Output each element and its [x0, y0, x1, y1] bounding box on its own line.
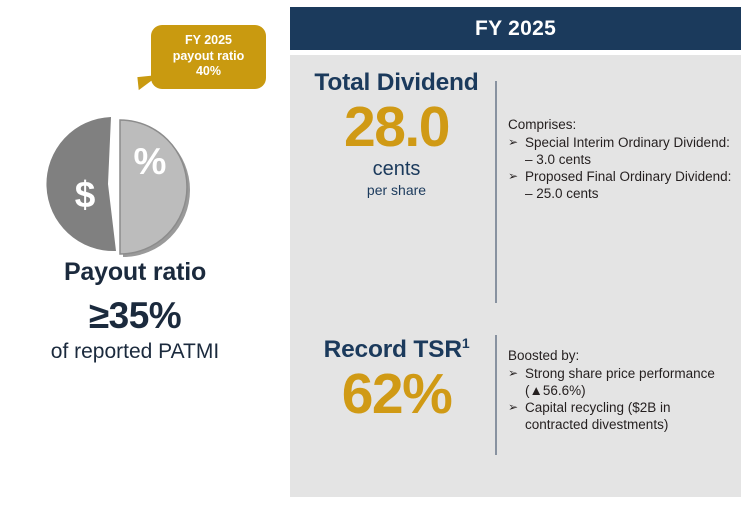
divider-record-tsr: [495, 335, 497, 455]
total-dividend-unit: cents: [372, 158, 421, 180]
list-item-text: Proposed Final Ordinary Dividend:: [525, 169, 732, 184]
callout-line-2: payout ratio: [172, 48, 245, 63]
bullet-arrow-icon: ➢: [508, 400, 519, 414]
total-dividend-summary: Total Dividend 28.0 cents per share: [298, 68, 495, 199]
bullet-arrow-icon: ➢: [508, 135, 519, 149]
payout-ratio-basis: of reported PATMI: [50, 340, 220, 363]
record-tsr-title: Record TSR1: [298, 335, 495, 364]
list-item-subtext: – 3.0 cents: [525, 152, 592, 167]
pie-chart-svg: $ %: [46, 117, 190, 257]
payout-ratio-pie-chart: $ %: [28, 104, 208, 264]
list-item: ➢ Proposed Final Ordinary Dividend: – 25…: [508, 168, 733, 202]
record-tsr-title-text: Record TSR: [323, 336, 462, 363]
fy-header-bar: FY 2025: [290, 7, 741, 50]
list-item: ➢ Capital recycling ($2B in contracted d…: [508, 399, 733, 433]
bullet-arrow-icon: ➢: [508, 366, 519, 380]
list-item-text: Special Interim Ordinary Dividend:: [525, 135, 730, 150]
record-tsr-value: 62%: [341, 362, 453, 426]
list-item: ➢ Special Interim Ordinary Dividend: – 3…: [508, 134, 733, 168]
total-dividend-value: 28.0: [344, 95, 450, 159]
record-tsr-summary: Record TSR1 62%: [298, 335, 495, 424]
list-item-text: Strong share price performance (▲56.6%): [525, 366, 715, 398]
list-item-subtext: – 25.0 cents: [525, 186, 599, 201]
divider-total-dividend: [495, 81, 497, 303]
callout-line-1: FY 2025: [184, 33, 233, 47]
fy-metrics-panel: Total Dividend 28.0 cents per share Comp…: [290, 55, 741, 497]
metric-block-total-dividend: Total Dividend 28.0 cents per share Comp…: [290, 68, 741, 303]
dollar-glyph-icon: $: [75, 174, 96, 215]
total-dividend-title: Total Dividend: [298, 68, 495, 97]
payout-ratio-illustration: FY 2025 payout ratio 40% $ % Payout rati…: [0, 0, 290, 507]
pie-slice-percent: [119, 119, 188, 255]
callout-line-3: 40%: [195, 64, 222, 78]
record-tsr-breakdown: Boosted by: ➢ Strong share price perform…: [508, 347, 733, 433]
percent-glyph-icon: %: [134, 141, 167, 182]
pie-slice-dollar: [46, 117, 116, 252]
record-tsr-footnote-marker: 1: [461, 334, 470, 351]
breakdown-intro: Boosted by:: [508, 348, 580, 363]
page-title: FY 2025: [474, 16, 557, 40]
fy2025-payout-callout: FY 2025 payout ratio 40%: [151, 25, 266, 89]
total-dividend-title-text: Total Dividend: [314, 69, 479, 96]
bullet-arrow-icon: ➢: [508, 169, 519, 183]
total-dividend-unit-sub: per share: [366, 182, 427, 198]
metric-block-record-tsr: Record TSR1 62% Boosted by: ➢ Strong sha…: [290, 335, 741, 485]
list-item: ➢ Strong share price performance (▲56.6%…: [508, 365, 733, 399]
list-item-text: Capital recycling ($2B in contracted div…: [525, 400, 671, 432]
total-dividend-breakdown: Comprises: ➢ Special Interim Ordinary Di…: [508, 116, 733, 202]
payout-ratio-value: ≥35%: [88, 295, 182, 336]
breakdown-list: ➢ Special Interim Ordinary Dividend: – 3…: [508, 134, 733, 202]
payout-ratio-label: Payout ratio: [63, 258, 207, 286]
breakdown-list: ➢ Strong share price performance (▲56.6%…: [508, 365, 733, 433]
breakdown-intro: Comprises:: [508, 117, 577, 132]
